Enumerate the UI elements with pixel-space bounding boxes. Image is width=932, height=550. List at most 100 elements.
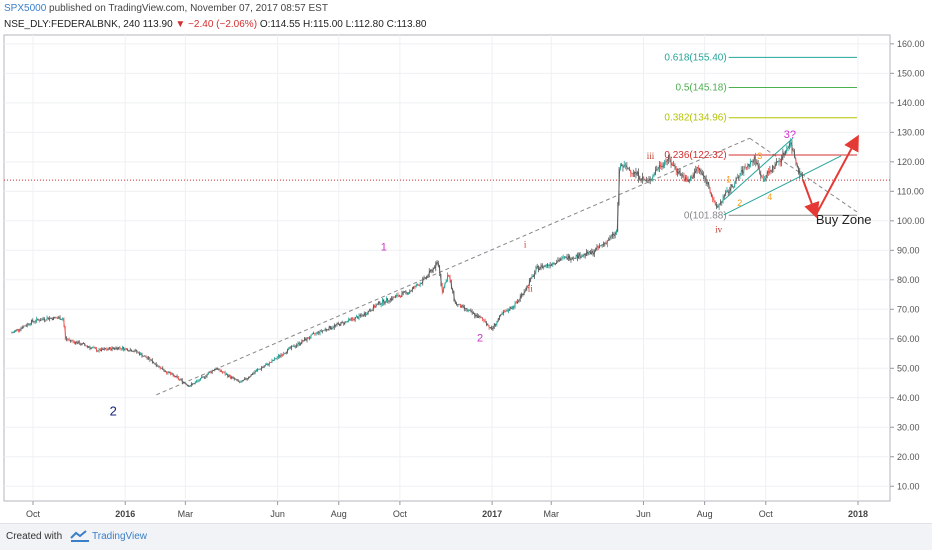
candle-body <box>160 367 163 369</box>
candle-body <box>299 343 302 345</box>
candle-body <box>551 262 554 265</box>
candle-body <box>389 298 392 302</box>
candle-body <box>183 381 186 384</box>
candle-body <box>624 164 627 167</box>
publisher-username[interactable]: SPX5000 <box>4 3 47 14</box>
wave-label-0: 2 <box>110 403 117 418</box>
candle-body <box>237 379 240 382</box>
candle-body <box>715 204 718 208</box>
candle-body <box>497 319 500 323</box>
tradingview-brand[interactable]: TradingView <box>92 531 148 542</box>
candle-body <box>529 277 532 281</box>
candle-body <box>377 301 380 304</box>
candle-body <box>330 327 333 330</box>
candle-body <box>580 256 583 259</box>
candle-body <box>40 318 43 321</box>
candle-body <box>516 300 519 304</box>
candle-body <box>329 326 332 330</box>
candle-body <box>311 333 314 336</box>
y-tick-label: 130.00 <box>897 127 925 137</box>
candle-body <box>163 369 165 372</box>
candle-body <box>95 348 98 352</box>
candle-body <box>129 349 132 352</box>
candle-body <box>588 251 591 255</box>
candle-body <box>465 308 468 312</box>
candle-body <box>775 161 778 166</box>
price-chart[interactable]: 0(101.88) 0.236(122.32) 0.382(134.96) 0.5(1… <box>0 0 932 523</box>
candle-body <box>226 374 229 378</box>
y-tick-label: 160.00 <box>897 39 925 49</box>
candle-body <box>485 321 488 325</box>
candle-body <box>451 288 454 292</box>
candle-body <box>195 380 198 383</box>
candle-body <box>662 165 664 167</box>
candle-body <box>749 161 752 167</box>
candle-body <box>430 269 433 272</box>
candle-body <box>680 174 683 176</box>
candle-body <box>528 280 531 287</box>
candle-body <box>139 353 142 356</box>
time-axis[interactable]: Oct 2016 Mar Jun Aug Oct 2017 Mar Jun Aug Oct 2018 <box>26 501 868 519</box>
tradingview-logo-icon[interactable] <box>70 529 90 543</box>
candle-body <box>523 291 526 295</box>
candle-body <box>484 320 487 323</box>
candle-body <box>304 338 307 341</box>
candle-body <box>729 184 732 191</box>
candle-body <box>785 147 788 152</box>
candle-body <box>498 315 501 320</box>
wave-label-6: iv <box>715 225 723 235</box>
candle-body <box>347 318 350 322</box>
candle-body <box>307 337 310 339</box>
candle-body <box>553 262 555 265</box>
candle-body <box>557 259 559 263</box>
candle-body <box>441 285 444 293</box>
candle-body <box>606 240 609 245</box>
candle-body <box>515 302 518 304</box>
candle-body <box>27 323 30 326</box>
candle-body <box>537 265 540 270</box>
candle-body <box>378 301 381 305</box>
fib-level-label: 0.5(145.18) <box>676 83 727 94</box>
candle-body <box>493 323 496 328</box>
candle-body <box>245 378 247 380</box>
candle-body <box>48 317 51 320</box>
candle-body <box>636 171 639 175</box>
candle-body <box>713 199 715 202</box>
candle-body <box>763 179 766 182</box>
candle-body <box>520 293 523 297</box>
candle-body <box>243 378 246 381</box>
candle-body <box>545 264 548 267</box>
candle-body <box>481 317 484 320</box>
candle-body <box>638 178 641 181</box>
candle-body <box>781 152 784 159</box>
candle-body <box>264 364 267 367</box>
candle-body <box>549 264 551 267</box>
candle-body <box>576 254 579 259</box>
candle-body <box>770 169 773 173</box>
candle-body <box>390 298 393 301</box>
candle-body <box>380 303 383 306</box>
wave-label-5: iii <box>647 151 655 161</box>
candle-body <box>130 349 133 352</box>
candle-body <box>538 267 541 271</box>
candle-body <box>608 236 611 241</box>
x-tick-label: 2018 <box>848 509 868 519</box>
candle-body <box>373 305 376 308</box>
candle-body <box>450 280 453 289</box>
candle-body <box>480 316 483 319</box>
fib-level-label: 0.236(122.32) <box>664 150 726 161</box>
candle-body <box>122 347 125 351</box>
candle-body <box>445 281 448 284</box>
candle-body <box>294 346 297 348</box>
candle-body <box>464 307 467 310</box>
candle-body <box>312 332 315 335</box>
candle-body <box>683 176 686 181</box>
candle-body <box>384 302 386 304</box>
candle-body <box>705 178 708 185</box>
candle-body <box>190 383 193 387</box>
price-axis[interactable]: 160.00 150.00 140.00 130.00 120.00 110.00 100.… <box>890 39 925 491</box>
candle-body <box>758 166 761 174</box>
candle-body <box>62 318 65 328</box>
wave-label-9: 2 <box>737 198 742 208</box>
candle-body <box>72 340 74 342</box>
